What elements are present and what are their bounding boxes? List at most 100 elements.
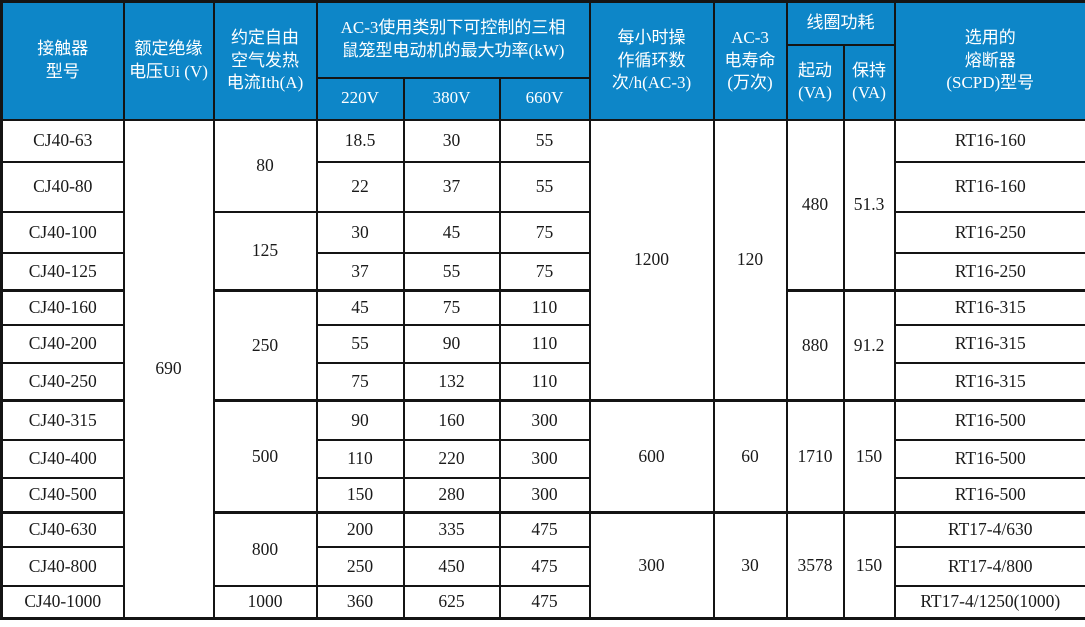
table-row: CJ40-1000 1000 360 625 475 RT17-4/1250(1… [0, 584, 1085, 620]
cell-fuse: RT17-4/630 [893, 511, 1085, 548]
table-row: CJ40-80 22 37 55 RT16-160 [0, 160, 1085, 213]
cell-power-380: 625 [402, 584, 501, 620]
cell-fuse: RT16-250 [893, 251, 1085, 292]
header-max-power: AC-3使用类别下可控制的三相 鼠笼型电动机的最大功率(kW) [315, 0, 591, 79]
cell-power-380: 335 [402, 511, 501, 548]
table-row: CJ40-630 800 200 335 475 300 30 3578 150… [0, 511, 1085, 620]
table-row: CJ40-250 75 132 110 RT16-315 [0, 361, 1085, 402]
cell-rated-voltage: 690 [122, 118, 215, 620]
table-row: CJ40-125 37 55 75 RT16-250 [0, 251, 1085, 292]
table-body: CJ40-63 690 80 18.5 30 55 1200 120 480 5… [0, 118, 1085, 620]
cell-coil-start: 1710 [785, 399, 845, 514]
cell-fuse: RT16-500 [893, 438, 1085, 479]
cell-fuse: RT16-160 [893, 118, 1085, 163]
cell-model: CJ40-250 [0, 361, 125, 402]
cell-power-380: 37 [402, 160, 501, 213]
cell-coil-hold: 91.2 [842, 289, 896, 402]
table-row: CJ40-160 250 45 75 110 880 91.2 RT16-315 [0, 289, 1085, 402]
cell-power-220: 30 [315, 210, 405, 254]
cell-power-220: 18.5 [315, 118, 405, 163]
table-row: CJ40-315 500 90 160 300 600 60 1710 150 … [0, 399, 1085, 514]
cell-model: CJ40-630 [0, 511, 125, 548]
cell-power-380: 45 [402, 210, 501, 254]
header-380v: 380V [402, 76, 501, 121]
cell-model: CJ40-500 [0, 476, 125, 514]
cell-ops-per-hour: 300 [588, 511, 715, 620]
cell-power-220: 75 [315, 361, 405, 402]
cell-model: CJ40-125 [0, 251, 125, 292]
cell-coil-hold: 150 [842, 511, 896, 620]
cell-power-380: 450 [402, 545, 501, 587]
cell-power-220: 90 [315, 399, 405, 441]
header-coil-hold: 保持 (VA) [842, 43, 896, 121]
cell-power-220: 200 [315, 511, 405, 548]
cell-power-380: 280 [402, 476, 501, 514]
cell-power-220: 22 [315, 160, 405, 213]
cell-thermal-current: 80 [212, 118, 318, 213]
cell-fuse: RT16-160 [893, 160, 1085, 213]
cell-power-660: 75 [498, 210, 591, 254]
cell-thermal-current: 250 [212, 289, 318, 402]
cell-power-660: 300 [498, 438, 591, 479]
cell-thermal-current: 800 [212, 511, 318, 587]
table-row: CJ40-500 150 280 300 RT16-500 [0, 476, 1085, 514]
cell-thermal-current: 125 [212, 210, 318, 292]
cell-fuse: RT16-500 [893, 399, 1085, 441]
cell-model: CJ40-80 [0, 160, 125, 213]
cell-power-220: 250 [315, 545, 405, 587]
cell-coil-hold: 150 [842, 399, 896, 514]
cell-model: CJ40-400 [0, 438, 125, 479]
header-thermal-current: 约定自由 空气发热 电流Ith(A) [212, 0, 318, 121]
cell-fuse: RT17-4/800 [893, 545, 1085, 587]
table-row: CJ40-400 110 220 300 RT16-500 [0, 438, 1085, 479]
cell-power-660: 300 [498, 399, 591, 441]
cell-coil-start: 3578 [785, 511, 845, 620]
header-coil-power: 线圈功耗 [785, 0, 896, 46]
header-coil-start: 起动 (VA) [785, 43, 845, 121]
cell-power-660: 475 [498, 545, 591, 587]
cell-power-660: 475 [498, 584, 591, 620]
cell-thermal-current: 1000 [212, 584, 318, 620]
cell-model: CJ40-63 [0, 118, 125, 163]
cell-power-380: 160 [402, 399, 501, 441]
cell-power-660: 55 [498, 160, 591, 213]
cell-fuse: RT16-500 [893, 476, 1085, 514]
cell-power-220: 37 [315, 251, 405, 292]
cell-power-220: 45 [315, 289, 405, 326]
header-electrical-life: AC-3 电寿命 (万次) [712, 0, 788, 121]
cell-coil-start: 880 [785, 289, 845, 402]
table-header: 接触器 型号 额定绝缘 电压Ui (V) 约定自由 空气发热 电流Ith(A) … [0, 0, 1085, 121]
cell-model: CJ40-160 [0, 289, 125, 326]
cell-model: CJ40-100 [0, 210, 125, 254]
table-row: CJ40-200 55 90 110 RT16-315 [0, 323, 1085, 364]
header-ops-per-hour: 每小时操 作循环数 次/h(AC-3) [588, 0, 715, 121]
cell-power-220: 110 [315, 438, 405, 479]
cell-ops-per-hour: 600 [588, 399, 715, 514]
header-fuse: 选用的 熔断器 (SCPD)型号 [893, 0, 1085, 121]
header-660v: 660V [498, 76, 591, 121]
cell-electrical-life: 120 [712, 118, 788, 402]
cell-power-220: 150 [315, 476, 405, 514]
cell-coil-start: 480 [785, 118, 845, 292]
cell-ops-per-hour: 1200 [588, 118, 715, 402]
cell-model: CJ40-200 [0, 323, 125, 364]
header-rated-voltage: 额定绝缘 电压Ui (V) [122, 0, 215, 121]
cell-power-660: 55 [498, 118, 591, 163]
cell-electrical-life: 60 [712, 399, 788, 514]
cell-power-220: 360 [315, 584, 405, 620]
cell-power-660: 110 [498, 289, 591, 326]
cell-power-380: 30 [402, 118, 501, 163]
cell-power-380: 132 [402, 361, 501, 402]
cell-power-220: 55 [315, 323, 405, 364]
cell-power-660: 110 [498, 323, 591, 364]
cell-power-380: 55 [402, 251, 501, 292]
cell-coil-hold: 51.3 [842, 118, 896, 292]
cell-fuse: RT16-315 [893, 289, 1085, 326]
cell-power-660: 300 [498, 476, 591, 514]
cell-power-660: 75 [498, 251, 591, 292]
cell-thermal-current: 500 [212, 399, 318, 514]
cell-power-380: 90 [402, 323, 501, 364]
cell-fuse: RT16-315 [893, 323, 1085, 364]
header-220v: 220V [315, 76, 405, 121]
